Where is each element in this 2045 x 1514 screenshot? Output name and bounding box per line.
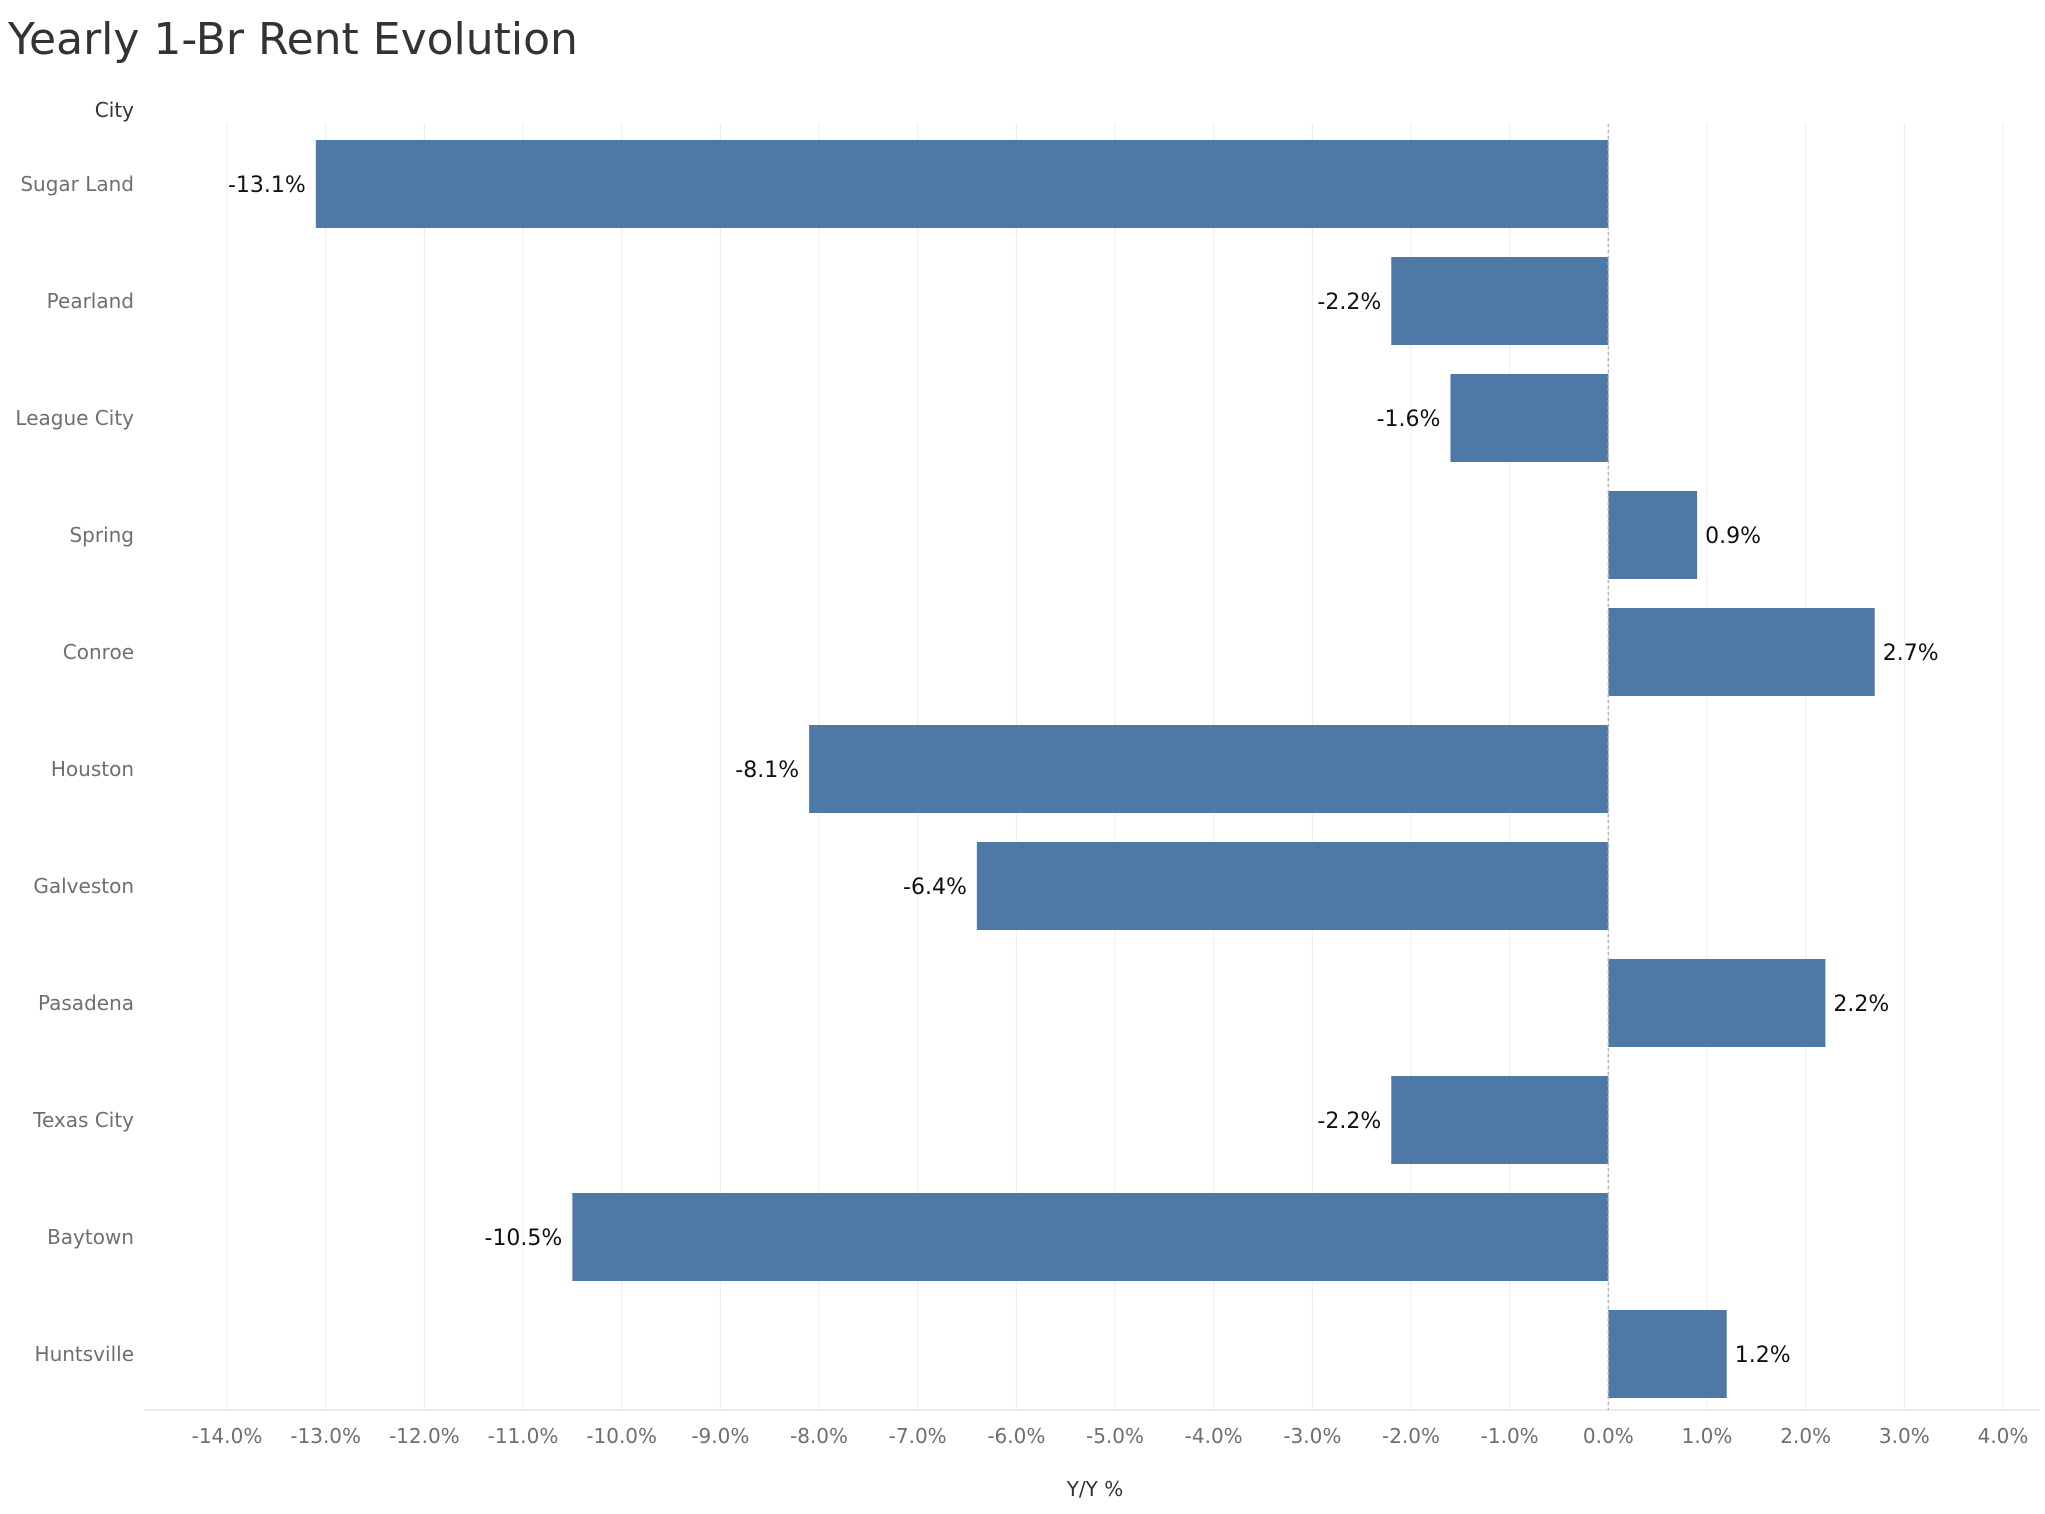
x-tick-label: -12.0% xyxy=(389,1424,460,1448)
data-label: -8.1% xyxy=(735,758,799,783)
category-label: Huntsville xyxy=(35,1342,134,1366)
x-tick-label: 3.0% xyxy=(1879,1424,1930,1448)
category-label: Texas City xyxy=(32,1108,134,1132)
x-tick-label: -2.0% xyxy=(1382,1424,1440,1448)
category-label: Spring xyxy=(69,523,134,547)
x-tick-label: -10.0% xyxy=(586,1424,657,1448)
bar xyxy=(1608,959,1826,1047)
bar xyxy=(809,725,1609,813)
x-tick-label: -13.0% xyxy=(290,1424,361,1448)
data-label: -10.5% xyxy=(485,1226,563,1251)
x-tick-label: -5.0% xyxy=(1086,1424,1144,1448)
x-tick-label: -7.0% xyxy=(889,1424,947,1448)
category-label: Pearland xyxy=(47,289,134,313)
data-label: 0.9% xyxy=(1705,524,1761,549)
category-label: Baytown xyxy=(47,1225,134,1249)
bar xyxy=(572,1193,1609,1281)
x-tick-label: 0.0% xyxy=(1583,1424,1634,1448)
x-tick-label: -8.0% xyxy=(790,1424,848,1448)
data-label: -2.2% xyxy=(1317,1109,1381,1134)
data-label: -1.6% xyxy=(1377,407,1441,432)
category-label: Pasadena xyxy=(38,991,134,1015)
bars xyxy=(315,140,1875,1398)
data-label: -2.2% xyxy=(1317,290,1381,315)
data-label: 2.2% xyxy=(1833,992,1889,1017)
x-tick-label: -4.0% xyxy=(1185,1424,1243,1448)
category-labels: Sugar Land Pearland League City Spring Conro… xyxy=(15,172,134,1366)
category-label: Conroe xyxy=(63,640,134,664)
x-tick-label: -9.0% xyxy=(691,1424,749,1448)
data-label: 1.2% xyxy=(1735,1343,1791,1368)
bar xyxy=(1450,374,1609,462)
data-label: -6.4% xyxy=(903,875,967,900)
x-tick-label: -3.0% xyxy=(1283,1424,1341,1448)
category-label: Houston xyxy=(51,757,134,781)
x-tick-label: -6.0% xyxy=(987,1424,1045,1448)
bar xyxy=(976,842,1609,930)
bar xyxy=(1391,1076,1609,1164)
category-label: Sugar Land xyxy=(20,172,134,196)
bar xyxy=(1608,491,1698,579)
data-label: 2.7% xyxy=(1883,641,1939,666)
x-tick-label: 4.0% xyxy=(1978,1424,2029,1448)
chart-title: Yearly 1-Br Rent Evolution xyxy=(8,14,578,65)
bar xyxy=(315,140,1609,228)
category-label: Galveston xyxy=(33,874,134,898)
x-axis-title: Y/Y % xyxy=(1066,1477,1124,1501)
x-tick-label: -11.0% xyxy=(488,1424,559,1448)
x-tick-label: -14.0% xyxy=(192,1424,263,1448)
data-labels: -13.1% -2.2% -1.6% 0.9% 2.7% -8.1% -6.4% 2.2% -2… xyxy=(228,173,1939,1368)
x-tick-label: 2.0% xyxy=(1780,1424,1831,1448)
bar xyxy=(1608,608,1875,696)
x-tick-label: 1.0% xyxy=(1682,1424,1733,1448)
row-header-label: City xyxy=(95,98,134,122)
category-label: League City xyxy=(15,406,134,430)
x-tick-labels: -14.0% -13.0% -12.0% -11.0% -10.0% -9.0% -8.0%… xyxy=(192,1424,2029,1448)
bar xyxy=(1391,257,1609,345)
x-tick-label: -1.0% xyxy=(1481,1424,1539,1448)
data-label: -13.1% xyxy=(228,173,306,198)
bar xyxy=(1608,1310,1727,1398)
